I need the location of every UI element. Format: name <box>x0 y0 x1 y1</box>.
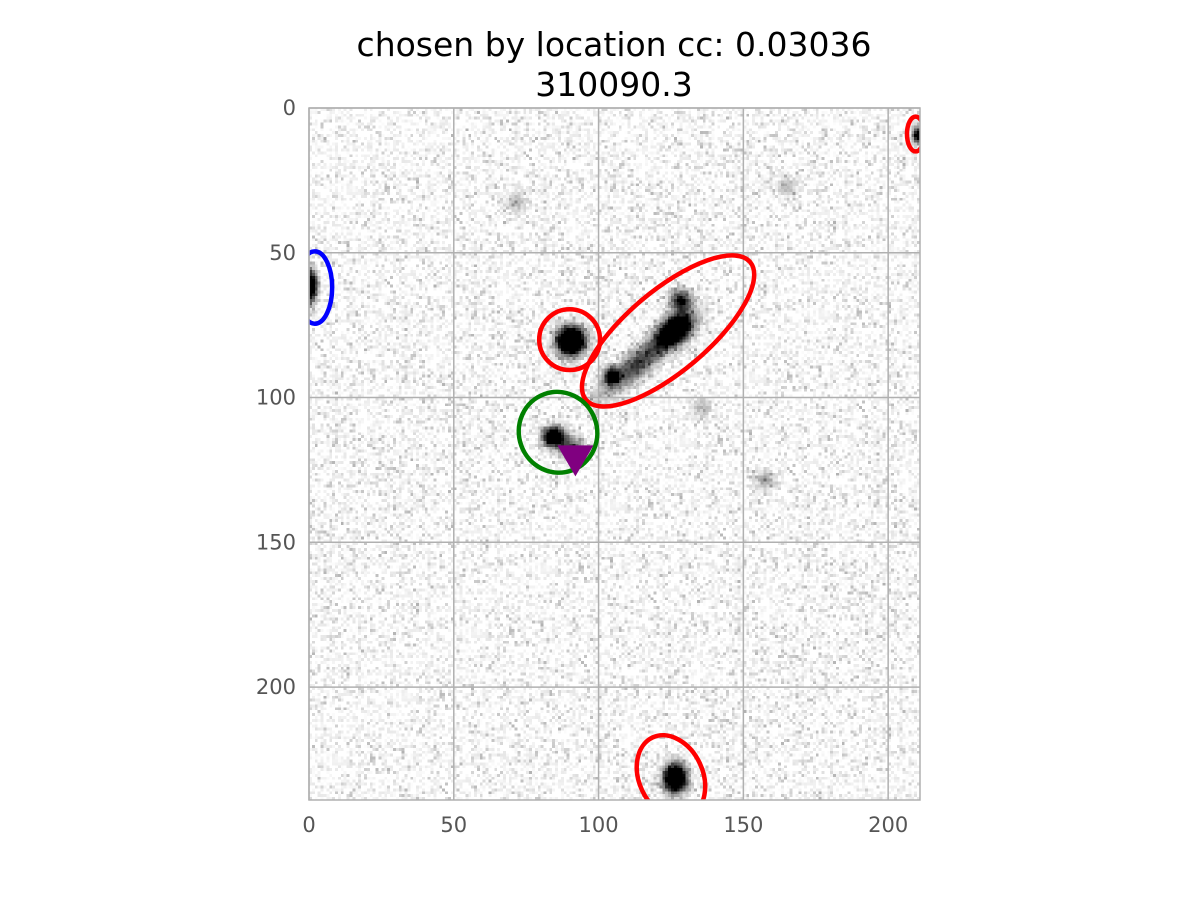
y-tick-label: 50 <box>269 241 296 265</box>
y-axis-ticks: 0 50 100 150 200 <box>256 96 296 699</box>
image-frame <box>309 108 920 800</box>
axes-frame <box>308 107 921 801</box>
x-tick-label: 200 <box>868 813 908 837</box>
y-tick-label: 200 <box>256 675 296 699</box>
source-ellipse <box>516 389 600 475</box>
x-tick-label: 150 <box>723 813 763 837</box>
source-ellipse <box>904 114 920 154</box>
source-ellipse <box>579 253 757 409</box>
source-ellipse <box>309 249 335 326</box>
y-tick-label: 150 <box>256 530 296 554</box>
astronomical-image <box>309 108 920 800</box>
source-overlays <box>309 114 920 800</box>
x-tick-label: 100 <box>579 813 619 837</box>
x-tick-label: 50 <box>440 813 467 837</box>
image-axes: 0 50 100 150 200 0 50 100 150 200 <box>256 96 921 837</box>
source-ellipse <box>634 732 708 800</box>
x-tick-label: 0 <box>302 813 315 837</box>
y-tick-label: 100 <box>256 386 296 410</box>
x-axis-ticks: 0 50 100 150 200 <box>302 813 908 837</box>
source-ellipse <box>536 306 603 373</box>
y-tick-label: 0 <box>283 96 296 120</box>
figure-title-line-1: chosen by location cc: 0.03036 <box>357 25 872 64</box>
location-marker <box>557 445 594 477</box>
figure-title-line-2: 310090.3 <box>535 65 692 104</box>
